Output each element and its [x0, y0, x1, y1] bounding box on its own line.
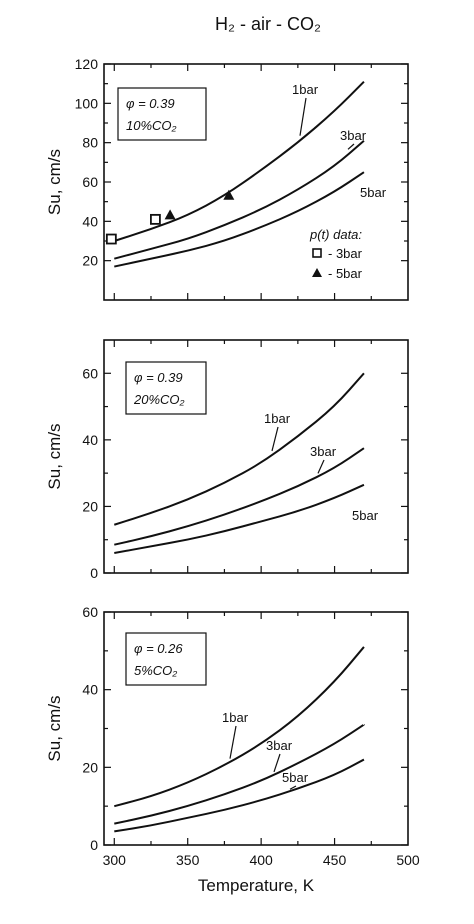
condition-box [117, 87, 207, 141]
series-line-1bar [113, 372, 365, 526]
condition-box-line: 20%CO₂ [133, 392, 185, 407]
series-leader-3bar [347, 143, 355, 150]
series-label-5bar: 5bar [282, 770, 309, 785]
x-tick-label: 350 [176, 852, 200, 868]
series-line-5bar [114, 758, 365, 833]
series-line-3bar [114, 447, 365, 546]
series-label-3bar: 3bar [340, 128, 367, 143]
series-label-5bar: 5bar [352, 508, 379, 523]
condition-box-line: 5%CO₂ [134, 663, 177, 678]
series-leader-5bar [289, 785, 297, 790]
marker-triangle [164, 209, 176, 220]
y-tick-label: 120 [75, 56, 99, 72]
marker-legend-label: - 5bar [328, 266, 363, 281]
condition-box-line: φ = 0.39 [126, 96, 175, 111]
series-line-1bar [113, 80, 365, 242]
series-line-5bar [114, 483, 365, 555]
x-tick-label: 400 [249, 852, 273, 868]
chart-panel-1: 20 40 60 80 100 120 Su, cm/s 1bar 3bar 5bar φ = 0.… [45, 56, 409, 301]
y-tick-label: 20 [82, 759, 98, 775]
series-line-1bar [114, 646, 365, 808]
y-tick-label: 60 [82, 365, 98, 381]
y-tick-label: 20 [82, 253, 98, 269]
x-tick-label: 450 [323, 852, 347, 868]
series-leader-1bar [271, 426, 279, 452]
marker-square [105, 233, 117, 245]
condition-box-line: φ = 0.39 [134, 370, 183, 385]
panels: 20 40 60 80 100 120 Su, cm/s 1bar 3bar 5bar φ = 0.… [45, 56, 420, 895]
chart-panel-3: 0 20 40 60 300 350 400 450 500 Temperature, K Su, … [45, 604, 420, 895]
x-tick-label: 300 [103, 852, 127, 868]
marker-triangle [223, 189, 235, 200]
condition-box-line: φ = 0.26 [134, 641, 183, 656]
series-leader-3bar [273, 753, 281, 773]
x-axis-label: Temperature, K [198, 876, 315, 895]
series-line-3bar [114, 723, 365, 825]
series-label-3bar: 3bar [310, 444, 337, 459]
y-axis-label: Su, cm/s [45, 149, 64, 215]
y-tick-label: 100 [75, 95, 99, 111]
condition-box [125, 632, 207, 686]
plot-frame [103, 339, 409, 574]
series-label-1bar: 1bar [222, 710, 249, 725]
y-tick-label: 0 [90, 565, 98, 581]
y-tick-label: 20 [82, 498, 98, 514]
series-leader-3bar [317, 459, 325, 474]
y-tick-label: 60 [82, 604, 98, 620]
y-tick-label: 0 [90, 837, 98, 853]
y-tick-label: 80 [82, 135, 98, 151]
marker-legend-square [312, 248, 322, 258]
figure-title: H₂ - air - CO₂ [215, 14, 321, 34]
series-label-1bar: 1bar [264, 411, 291, 426]
series-label-5bar: 5bar [360, 185, 387, 200]
marker-legend-triangle [312, 268, 322, 277]
y-tick-label: 40 [82, 213, 98, 229]
y-axis-label: Su, cm/s [45, 423, 64, 489]
x-tick-label: 500 [396, 852, 420, 868]
y-tick-label: 60 [82, 174, 98, 190]
condition-box-line: 10%CO₂ [126, 118, 177, 133]
series-leader-1bar [299, 97, 307, 136]
marker-legend-label: - 3bar [328, 246, 363, 261]
series-line-3bar [114, 139, 365, 260]
condition-box [125, 361, 207, 415]
series-label-3bar: 3bar [266, 738, 293, 753]
series-leader-1bar [229, 725, 237, 759]
marker-square [150, 213, 161, 225]
marker-legend-title: p(t) data: [309, 227, 362, 242]
y-tick-label: 40 [82, 432, 98, 448]
y-tick-label: 40 [82, 682, 98, 698]
y-axis-label: Su, cm/s [45, 695, 64, 761]
chart-panel-2: 0 20 40 60 Su, cm/s 1bar 3bar 5bar φ = 0.39 20%CO… [45, 339, 409, 581]
series-line-5bar [114, 171, 365, 268]
series-label-1bar: 1bar [292, 82, 319, 97]
